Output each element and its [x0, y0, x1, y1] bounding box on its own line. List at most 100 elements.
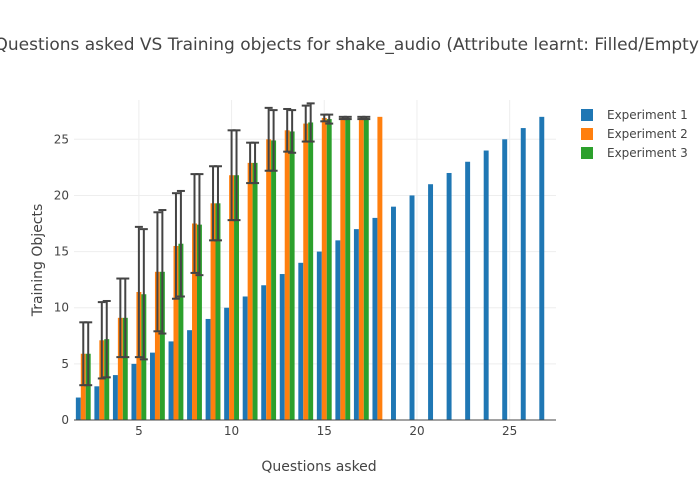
- bar-experiment-1: [94, 386, 100, 420]
- error-bar: [121, 277, 130, 359]
- legend-item[interactable]: Experiment 2: [581, 127, 688, 141]
- bar-experiment-2: [173, 245, 179, 420]
- x-tick-label: 20: [409, 424, 424, 438]
- bar-experiment-2: [358, 117, 364, 421]
- bar-experiment-3: [178, 243, 184, 420]
- bar-experiment-2: [303, 123, 309, 420]
- legend-swatch: [581, 147, 593, 159]
- error-bar: [84, 321, 93, 387]
- bar-experiment-1: [131, 363, 137, 420]
- bar-experiment-3: [122, 317, 128, 420]
- bar-experiment-1: [483, 150, 489, 421]
- bar-experiment-1: [428, 184, 434, 420]
- bar-experiment-1: [539, 116, 545, 420]
- legend-swatch: [581, 128, 593, 140]
- y-tick-label: 5: [61, 357, 69, 371]
- axes: 5 10 15 20 25 0 5 10 15 20 25: [54, 132, 556, 438]
- error-bar: [171, 192, 180, 300]
- bar-experiment-1: [112, 375, 118, 420]
- error-bar: [288, 109, 297, 154]
- bar-experiment-3: [234, 175, 239, 420]
- y-tick-label: 10: [54, 301, 69, 315]
- bar-experiment-3: [308, 122, 314, 420]
- bar-experiment-2: [80, 353, 86, 420]
- bar-experiment-1: [205, 318, 211, 420]
- bar-experiment-1: [335, 240, 341, 420]
- bar-experiment-3: [289, 131, 295, 420]
- y-axis-title: Training Objects: [30, 204, 46, 318]
- bar-experiment-3: [345, 117, 351, 421]
- legend: Experiment 1 Experiment 2 Experiment 3: [581, 108, 688, 160]
- error-bar: [232, 129, 241, 222]
- error-bar: [306, 102, 315, 143]
- error-bar: [343, 115, 352, 121]
- bar-experiment-3: [252, 162, 258, 420]
- bar-experiment-1: [279, 274, 285, 420]
- bar-experiment-1: [168, 341, 174, 420]
- bar-experiment-3: [363, 117, 369, 421]
- error-bar: [362, 115, 371, 121]
- x-tick-label: 25: [502, 424, 517, 438]
- error-bar: [283, 107, 292, 153]
- bar-experiment-1: [391, 206, 396, 420]
- x-tick-label: 10: [224, 424, 239, 438]
- bar-experiment-2: [154, 271, 160, 420]
- x-tick-label: 15: [317, 424, 332, 438]
- y-tick-label: 0: [61, 413, 69, 427]
- error-bars: [79, 102, 371, 387]
- error-bar: [139, 228, 148, 361]
- bar-experiment-1: [187, 330, 193, 420]
- error-bar: [102, 299, 111, 379]
- bar-experiment-3: [159, 271, 165, 420]
- legend-item[interactable]: Experiment 1: [581, 108, 688, 122]
- bar-experiment-3: [196, 224, 202, 420]
- bar-experiment-1: [409, 195, 415, 420]
- bar-experiment-2: [210, 203, 216, 420]
- legend-label: Experiment 1: [607, 108, 688, 122]
- bar-experiment-1: [353, 229, 359, 420]
- y-tick-label: 15: [54, 245, 69, 259]
- bar-experiment-2: [247, 162, 253, 420]
- bar-experiment-3: [104, 339, 110, 420]
- bar-experiment-2: [99, 340, 105, 420]
- error-bar: [158, 209, 167, 335]
- bar-experiment-1: [75, 397, 81, 420]
- legend-swatch: [581, 109, 593, 121]
- bar-experiment-1: [465, 161, 471, 420]
- error-bar: [195, 173, 204, 277]
- bar-experiment-1: [242, 296, 248, 420]
- bar-experiment-2: [229, 175, 235, 420]
- y-tick-label: 25: [54, 132, 69, 146]
- x-axis-title: Questions asked: [261, 459, 376, 475]
- bar-experiment-2: [192, 223, 197, 420]
- bar-experiment-3: [85, 353, 91, 420]
- bar-experiment-1: [224, 307, 230, 420]
- legend-label: Experiment 2: [607, 127, 688, 141]
- bar-experiment-1: [520, 128, 526, 420]
- x-tick-label: 5: [135, 424, 143, 438]
- bar-experiment-1: [372, 217, 378, 420]
- error-bar: [325, 113, 334, 125]
- bar-experiment-2: [321, 117, 327, 421]
- bar-experiment-1: [298, 262, 304, 420]
- bar-experiment-1: [502, 139, 508, 420]
- bar-experiment-1: [316, 251, 322, 420]
- error-bar: [153, 211, 162, 333]
- chart-title: Questions asked VS Training objects for …: [0, 35, 700, 55]
- bars: [75, 116, 545, 421]
- bar-experiment-2: [377, 116, 383, 420]
- error-bar: [176, 189, 185, 298]
- bar-experiment-2: [340, 117, 346, 421]
- error-bar: [269, 109, 278, 172]
- bar-experiment-1: [150, 352, 155, 420]
- error-bar: [97, 301, 106, 380]
- bar-experiment-2: [117, 317, 123, 420]
- bar-experiment-3: [271, 140, 277, 420]
- legend-item[interactable]: Experiment 3: [581, 146, 688, 160]
- bar-experiment-3: [215, 203, 221, 420]
- bar-experiment-1: [261, 285, 267, 420]
- error-bar: [251, 141, 260, 185]
- bar-experiment-2: [284, 130, 290, 420]
